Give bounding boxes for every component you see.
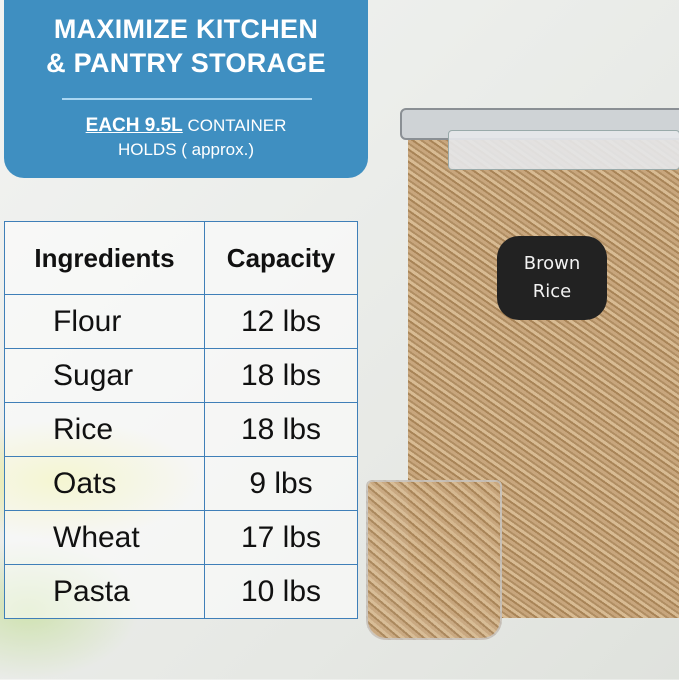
table-row: Wheat 17 lbs	[4, 510, 358, 565]
label-line-2: Rice	[532, 281, 572, 302]
capacity-cell: 10 lbs	[204, 564, 358, 619]
headline-line-2: & PANTRY STORAGE	[46, 48, 326, 78]
headline-line-1: MAXIMIZE KITCHEN	[53, 14, 319, 44]
capacity-cell: 17 lbs	[204, 510, 358, 565]
capacity-cell: 9 lbs	[204, 456, 358, 511]
ingredient-cell: Oats	[4, 456, 205, 511]
capacity-cell: 18 lbs	[204, 348, 358, 403]
chalkboard-label: Brown Rice	[497, 236, 607, 320]
table-header-row: Ingredients Capacity	[4, 221, 358, 295]
ingredient-cell: Sugar	[4, 348, 205, 403]
capacity-cell: 18 lbs	[204, 402, 358, 457]
label-line-1: Brown	[523, 253, 581, 274]
capacity-cell: 12 lbs	[204, 294, 358, 349]
ingredient-cell: Wheat	[4, 510, 205, 565]
ingredient-cell: Pasta	[4, 564, 205, 619]
table-row: Rice 18 lbs	[4, 402, 358, 457]
lid-clasp	[448, 130, 679, 170]
capacity-emphasis: EACH 9.5L	[85, 115, 183, 136]
table-row: Pasta 10 lbs	[4, 564, 358, 619]
capacity-table: Ingredients Capacity Flour 12 lbs Sugar 18…	[4, 221, 358, 619]
divider	[62, 98, 312, 100]
table-row: Flour 12 lbs	[4, 294, 358, 349]
table-row: Sugar 18 lbs	[4, 348, 358, 403]
ingredient-cell: Flour	[4, 294, 205, 349]
ingredient-cell: Rice	[4, 402, 205, 457]
headline-banner: MAXIMIZE KITCHEN & PANTRY STORAGE EACH 9.…	[4, 0, 368, 178]
subheadline: EACH 9.5L CONTAINER HOLDS ( approx.)	[4, 114, 368, 162]
sub-text-line-2: HOLDS ( approx.)	[117, 140, 255, 159]
headline: MAXIMIZE KITCHEN & PANTRY STORAGE	[4, 12, 368, 80]
measuring-scoop-image	[366, 480, 502, 640]
sub-text: CONTAINER	[182, 116, 287, 135]
header-ingredients: Ingredients	[4, 221, 205, 295]
table-row: Oats 9 lbs	[4, 456, 358, 511]
header-capacity: Capacity	[204, 221, 358, 295]
